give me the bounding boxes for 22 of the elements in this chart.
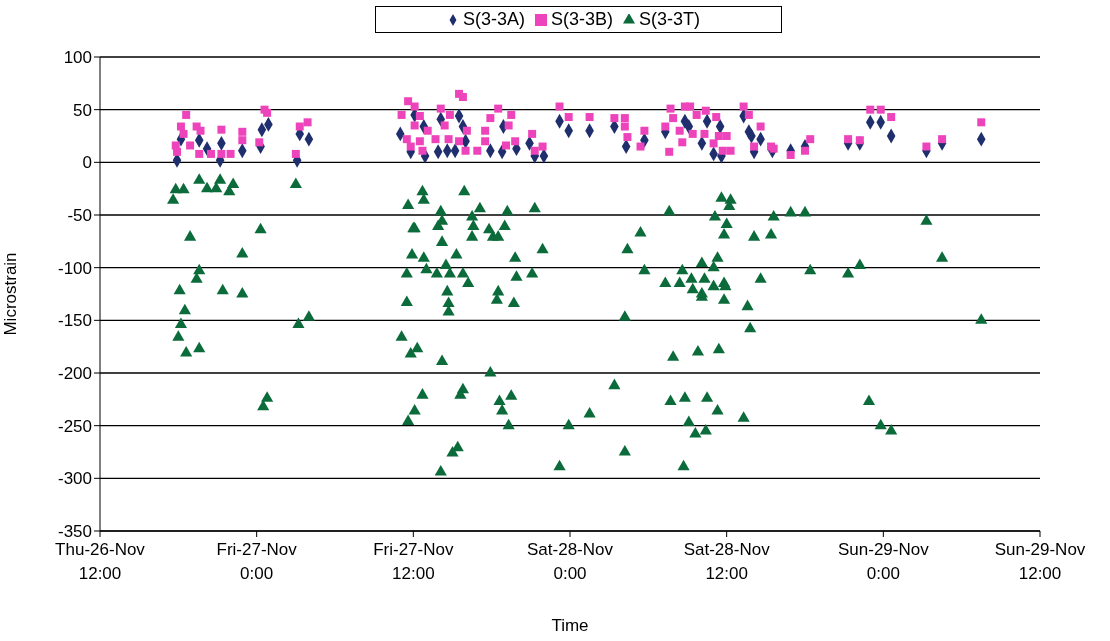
x-tick-label: Sun-29-Nov 0:00 [837, 540, 930, 583]
y-tick-label: -200 [57, 364, 92, 384]
y-tick-label: -100 [57, 258, 92, 278]
legend-label: S(3-3T) [639, 9, 701, 29]
y-tick-label: -250 [57, 416, 92, 436]
x-tick-label: Thu-26-Nov 12:00 [55, 540, 146, 583]
y-tick-label: 0 [82, 153, 92, 173]
y-tick-label: -150 [57, 311, 92, 331]
x-tick-label: Fri-27-Nov 12:00 [373, 540, 454, 583]
x-tick-label: Fri-27-Nov 0:00 [216, 540, 298, 583]
legend-label: S(3-3B) [550, 9, 613, 29]
y-tick-label: 100 [63, 48, 92, 68]
y-tick-label: 50 [73, 100, 92, 120]
x-tick-label: Sat-28-Nov 12:00 [683, 540, 771, 583]
y-tick-label: -300 [57, 469, 92, 489]
x-tick-label: Sat-28-Nov 0:00 [527, 540, 614, 583]
y-tick-label: -50 [67, 206, 92, 226]
y-axis-title: Microstrain [1, 252, 21, 336]
y-tick-label: -350 [57, 522, 92, 542]
legend-label: S(3-3A) [462, 9, 525, 29]
x-tick-label: Sun-29-Nov 12:00 [994, 540, 1086, 583]
x-axis-title: Time [551, 616, 589, 635]
